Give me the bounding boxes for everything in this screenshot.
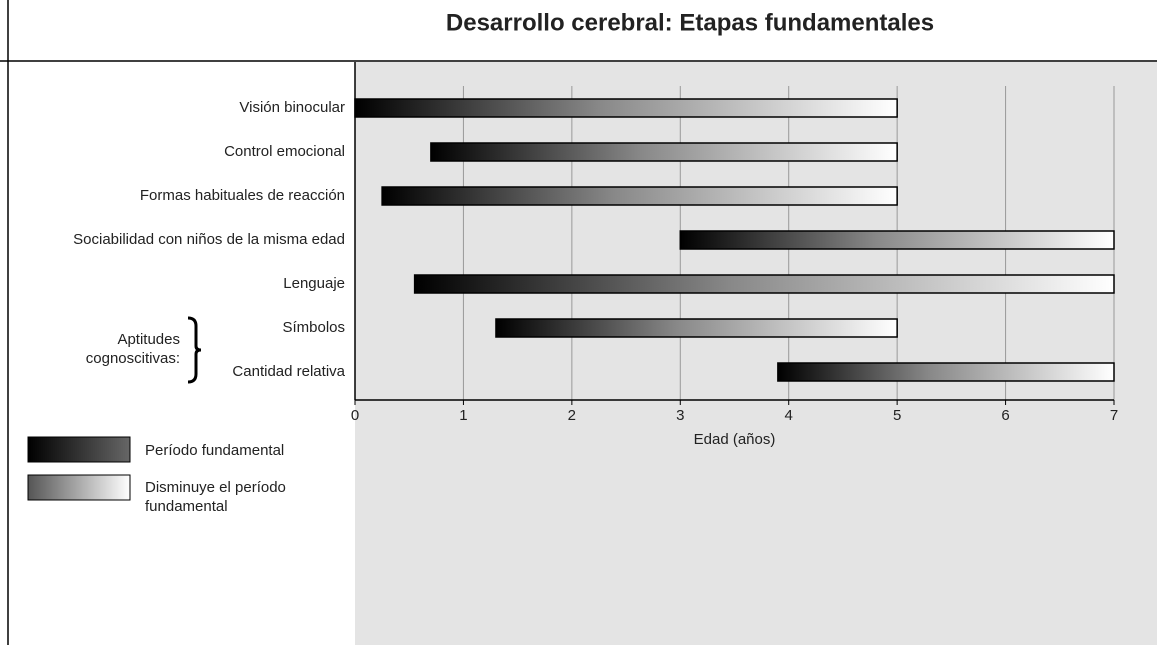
y-tick-label: Formas habituales de reacción [140,187,345,204]
x-tick-label: 1 [459,407,467,424]
y-tick-label: Lenguaje [283,275,345,292]
y-tick-label: Visión binocular [239,99,345,116]
x-tick-label: 2 [568,407,576,424]
group-brace [187,316,202,384]
bar [381,186,898,206]
legend-label: Disminuye el período fundamental [145,479,286,515]
x-tick-label: 5 [893,407,901,424]
x-axis-label: Edad (años) [694,431,776,448]
x-tick-label: 6 [1001,407,1009,424]
group-label: Aptitudes cognoscitivas: [85,331,180,367]
bar [679,230,1115,250]
legend-swatch [27,474,131,501]
x-tick-label: 3 [676,407,684,424]
bar [354,98,898,118]
x-tick-label: 4 [785,407,793,424]
y-tick-label: Símbolos [282,319,345,336]
x-tick-label: 0 [351,407,359,424]
legend-label: Período fundamental [145,442,285,459]
bar [495,318,898,338]
legend-swatch [27,436,131,463]
y-tick-label: Cantidad relativa [232,363,345,380]
chart-title: Desarrollo cerebral: Etapas fundamentale… [446,9,934,36]
bar [430,142,898,162]
x-tick-label: 7 [1110,407,1118,424]
bar [413,274,1115,294]
y-tick-label: Control emocional [224,143,345,160]
y-tick-label: Sociabilidad con niños de la misma edad [73,231,345,248]
bar [777,362,1115,382]
